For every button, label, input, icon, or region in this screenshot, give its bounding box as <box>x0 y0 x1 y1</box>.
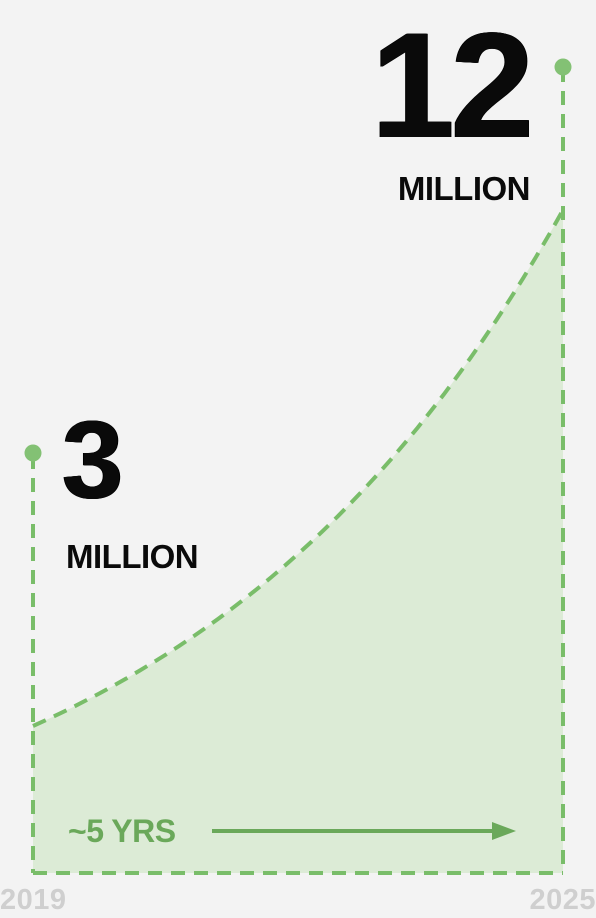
start-point-marker <box>24 444 42 462</box>
end-value-label: 12 <box>371 1 534 169</box>
duration-annotation: ~5 YRS <box>68 813 176 849</box>
duration-arrow-head <box>492 822 516 840</box>
area-fill <box>33 210 563 873</box>
start-value-label: 3 <box>62 399 123 522</box>
end-unit-label: MILLION <box>397 170 531 207</box>
start-unit-label: MILLION <box>66 538 199 575</box>
growth-curve-line <box>32 209 565 728</box>
x-tick-label-end: 2025 <box>529 884 596 916</box>
end-point-marker <box>554 58 572 76</box>
x-tick-label-start: 2019 <box>0 884 67 916</box>
